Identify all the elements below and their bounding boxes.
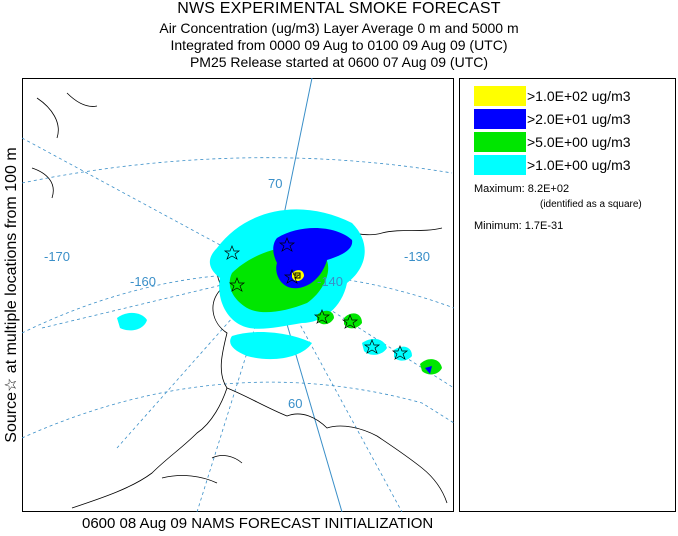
coast-islands-north — [31, 92, 98, 199]
source-star-1 — [223, 245, 241, 260]
source-star-3 — [283, 269, 301, 284]
lon-label-130: -130 — [404, 249, 430, 264]
source-star-2 — [278, 237, 296, 252]
legend-label-3: >5.0E+00 ug/m3 — [527, 134, 631, 150]
lon-label-160: -160 — [130, 274, 156, 289]
lat-label-60: 60 — [288, 396, 302, 411]
plume-east-c — [362, 338, 387, 355]
coast-islands-south — [161, 455, 243, 484]
legend-swatch-yellow — [474, 86, 526, 106]
lon-label-140: -140 — [317, 274, 343, 289]
release-start: PM25 Release started at 0600 07 Aug 09 (… — [189, 54, 489, 70]
maximum-square — [294, 272, 301, 279]
source-star-8 — [391, 345, 409, 360]
legend-swatch-green — [474, 132, 526, 152]
legend-maximum: Maximum: 8.2E+02 — [474, 183, 570, 195]
source-star-7 — [363, 339, 381, 354]
integration-period: Integrated from 0000 09 Aug to 0100 09 A… — [170, 37, 508, 53]
coast-northeast — [381, 227, 443, 234]
forecast-initialization: 0600 08 Aug 09 NAMS FORECAST INITIALIZAT… — [82, 515, 434, 532]
plume-south-low — [230, 332, 312, 360]
legend-maximum-note: (identified as a square) — [540, 199, 642, 210]
lon-label-170: -170 — [44, 249, 70, 264]
forecast-map: -170 -160 -140 -130 70 60 — [22, 78, 454, 512]
legend-label-1: >1.0E+02 ug/m3 — [527, 88, 631, 104]
legend-swatch-cyan — [474, 155, 526, 175]
source-star-6 — [341, 314, 359, 329]
source-star-5 — [313, 309, 331, 324]
legend-label-2: >2.0E+01 ug/m3 — [527, 111, 631, 127]
graticule-lat-75 — [22, 157, 453, 184]
legend-swatch-blue — [474, 109, 526, 129]
graticule-lat-60 — [22, 381, 454, 439]
lat-label-70: 70 — [268, 176, 282, 191]
map-title: NWS EXPERIMENTAL SMOKE FORECAST — [177, 0, 501, 17]
coast-south — [226, 387, 448, 504]
concentration-subtitle: Air Concentration (ug/m3) Layer Average … — [159, 20, 519, 36]
plume-southeast-high — [425, 366, 432, 374]
source-label-text: Source☆ at multiple locations from 100 m — [3, 147, 20, 443]
plume-east-b — [344, 313, 362, 329]
source-star-4 — [228, 277, 246, 292]
legend-minimum: Minimum: 1.7E-31 — [474, 220, 564, 232]
source-markers — [223, 237, 409, 360]
legend-label-4: >1.0E+00 ug/m3 — [527, 157, 631, 173]
plume-southwest-low — [117, 312, 147, 331]
legend-panel: >1.0E+02 ug/m3 >2.0E+01 ug/m3 >5.0E+00 u… — [459, 78, 676, 512]
plume-west-low — [210, 250, 244, 275]
source-side-label: Source☆ at multiple locations from 100 m — [0, 80, 22, 514]
